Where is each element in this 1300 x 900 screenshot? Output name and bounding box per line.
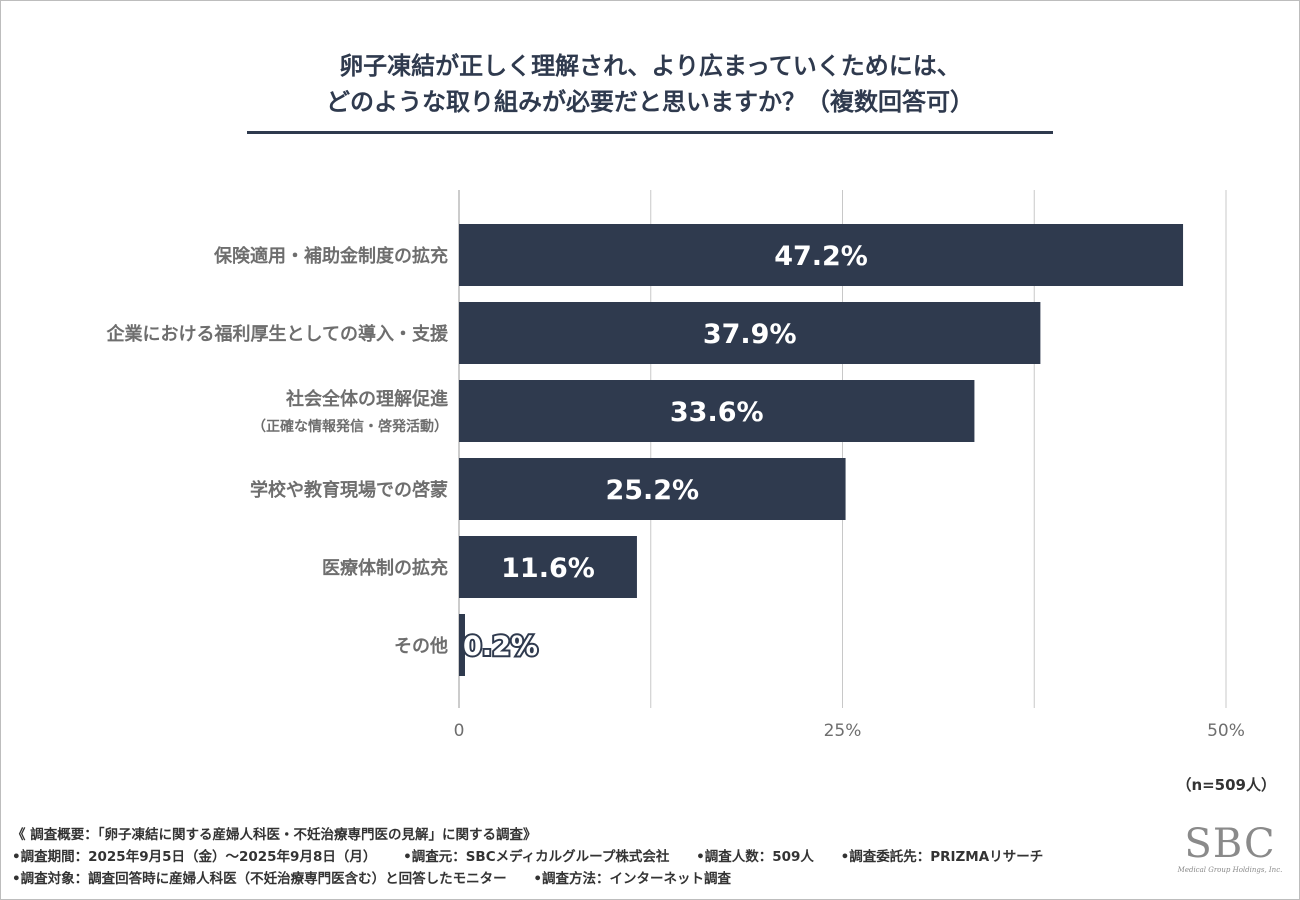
bar [459, 458, 846, 520]
x-tick-label: 25% [824, 721, 862, 741]
bar [459, 302, 1041, 364]
bar [459, 224, 1184, 286]
survey-organizer: •調査元：SBCメディカルグループ株式会社 [403, 849, 670, 865]
survey-respondents: •調査人数：509人 [696, 849, 814, 865]
survey-method: •調査方法：インターネット調査 [533, 871, 731, 887]
survey-summary: 《 調査概要：「卵子凍結に関する産婦人科医・不妊治療専門医の見解」に関する調査》 [12, 827, 537, 843]
survey-notes: 《 調査概要：「卵子凍結に関する産婦人科医・不妊治療専門医の見解」に関する調査》… [12, 824, 1065, 890]
title-line-2: どのような取り組みが必要だと思いますか？（複数回答可） [326, 88, 974, 116]
bar-chart: 0 25% 50% 保険適用・補助金制度の拡充 47.2% 企業における福利厚生としての導… [106, 190, 1245, 741]
title-underline [247, 131, 1053, 134]
chart-title: 卵子凍結が正しく理解され、より広まっていくためには、 どのような取り組みが必要だ… [150, 48, 1150, 120]
bar [459, 614, 465, 676]
bar [459, 380, 975, 442]
sbc-logo: SBC Medical Group Holdings, Inc. [1172, 822, 1288, 874]
survey-contractor: •調査委託先：PRIZMAリサーチ [840, 849, 1044, 865]
x-tick-label: 50% [1207, 721, 1245, 741]
category-label: その他 [394, 635, 448, 657]
data-label: 0.2% [463, 631, 538, 662]
category-label: 社会全体の理解促進 [286, 388, 448, 410]
title-line-1: 卵子凍結が正しく理解され、より広まっていくためには、 [339, 52, 961, 80]
survey-target: •調査対象：調査回答時に産婦人科医（不妊治療専門医含む）と回答したモニター [12, 871, 507, 887]
data-label: 25.2% [605, 475, 699, 506]
survey-period: •調査期間：2025年9月5日（金）～2025年9月8日（月） [12, 849, 377, 865]
data-label: 37.9% [703, 319, 797, 350]
logo-subtitle: Medical Group Holdings, Inc. [1177, 866, 1283, 874]
data-label: 47.2% [774, 241, 868, 272]
logo-mark: SBC [1184, 821, 1276, 867]
data-label: 33.6% [670, 397, 764, 428]
category-label: 医療体制の拡充 [322, 557, 448, 579]
category-label: 企業における福利厚生としての導入・支援 [106, 323, 449, 345]
sample-size-note: （n=509人） [1176, 776, 1276, 794]
category-sublabel: （正確な情報発信・啓発活動） [252, 418, 448, 435]
bar [459, 536, 637, 598]
category-label: 保険適用・補助金制度の拡充 [213, 245, 448, 267]
x-tick-label: 0 [454, 721, 465, 741]
category-label: 学校や教育現場での啓蒙 [250, 479, 448, 501]
data-label: 11.6% [501, 553, 595, 584]
